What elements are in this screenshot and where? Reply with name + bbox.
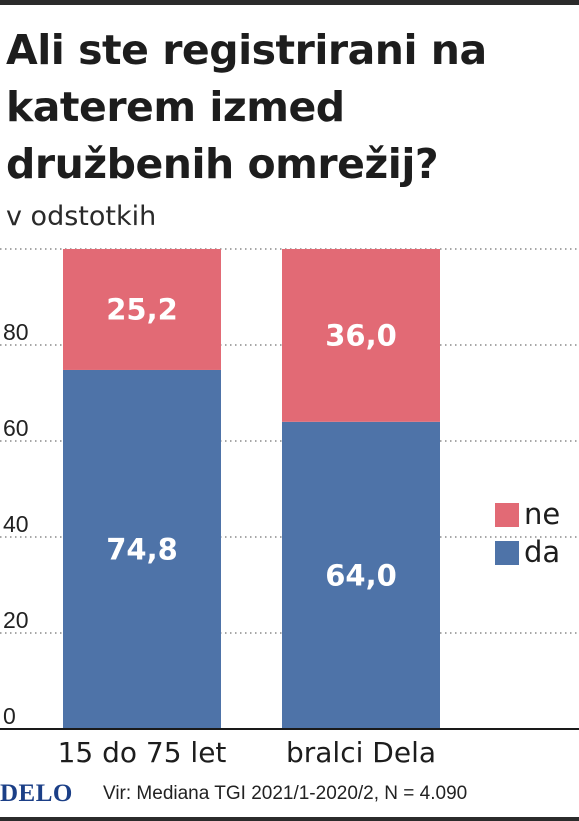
bar-segment-ne (282, 249, 440, 422)
bar-segment-da (63, 369, 221, 729)
y-tick-label: 40 (3, 511, 29, 537)
stacked-bar-chart: 0 20 40 60 80 74,8 25,2 15 do 75 let 64,0 36,0 bra… (0, 248, 579, 769)
y-tick-label: 20 (3, 607, 29, 633)
legend-swatch-ne (495, 503, 519, 527)
data-label-ne: 36,0 (325, 318, 397, 352)
chart-title: Ali ste registrirani na katerem izmed dr… (6, 26, 487, 188)
chart-subtitle: v odstotkih (6, 201, 157, 232)
y-tick-label: 80 (3, 319, 29, 345)
footer: DELO Vir: Mediana TGI 2021/1-2020/2, N =… (0, 776, 579, 812)
legend-label-da: da (524, 535, 560, 569)
data-label-da: 74,8 (106, 532, 178, 566)
bar-segment-da (282, 421, 440, 729)
y-tick-label: 0 (3, 703, 16, 729)
bar-segment-ne (63, 249, 221, 370)
x-category-label: 15 do 75 let (58, 736, 227, 769)
legend-swatch-da (495, 541, 519, 565)
top-rule (0, 0, 579, 5)
x-category-label: bralci Dela (286, 736, 436, 769)
legend-label-ne: ne (524, 497, 560, 531)
brand-logo: DELO (0, 780, 73, 807)
data-label-da: 64,0 (325, 558, 397, 592)
y-tick-label: 60 (3, 415, 29, 441)
data-label-ne: 25,2 (106, 292, 178, 326)
source-note: Vir: Mediana TGI 2021/1-2020/2, N = 4.09… (103, 783, 468, 804)
bottom-rule (0, 817, 579, 821)
